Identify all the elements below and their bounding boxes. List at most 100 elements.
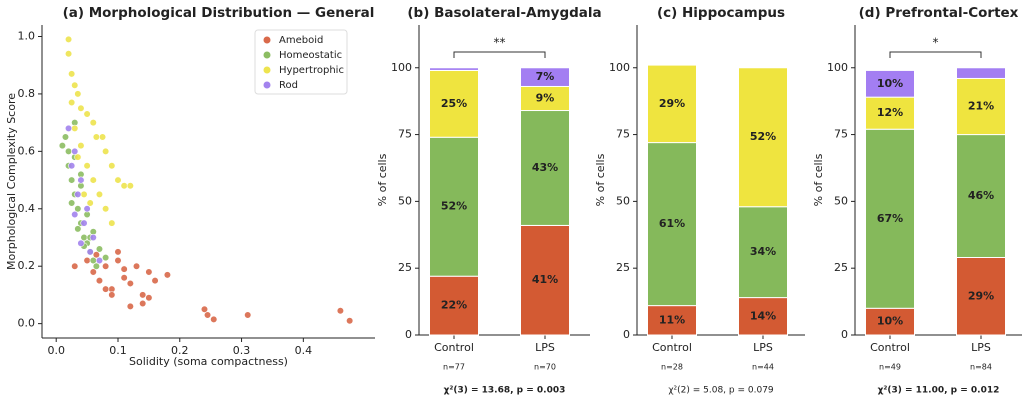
point [74, 190, 82, 199]
y-tick-label: 0 [623, 328, 630, 341]
y-axis-label: % of cells [812, 153, 825, 206]
value-label: 46% [968, 189, 994, 202]
significance-label: ** [494, 36, 506, 50]
significance-bracket [889, 51, 982, 58]
x-tick-label: 0.1 [109, 344, 127, 357]
point [86, 248, 94, 256]
significance-bracket [453, 51, 546, 58]
bar-segment [429, 67, 479, 71]
x-tick-label: LPS [535, 341, 555, 354]
point [89, 268, 97, 276]
point [114, 256, 122, 265]
point [71, 124, 79, 132]
x-tick-label: LPS [971, 341, 991, 354]
point [114, 248, 122, 256]
point [86, 199, 94, 207]
point [139, 291, 147, 299]
value-label: 21% [968, 100, 994, 113]
legend-label: Homeostatic [279, 50, 342, 61]
point [68, 199, 76, 207]
point [74, 90, 82, 98]
count-label: n=28 [661, 363, 683, 372]
legend-label: Ameboid [279, 35, 323, 46]
value-label: 52% [750, 130, 776, 143]
value-label: 7% [536, 70, 555, 83]
y-tick-label: 100 [827, 61, 848, 74]
point [64, 35, 73, 43]
y-axis-label: % of cells [594, 153, 607, 206]
value-label: 61% [659, 217, 685, 230]
point [244, 311, 252, 319]
point [71, 210, 79, 219]
y-tick-label: 0 [841, 328, 848, 341]
legend-label: Rod [279, 80, 298, 91]
point [108, 291, 116, 299]
point [120, 265, 128, 273]
point [102, 262, 110, 270]
point [102, 285, 110, 293]
point [68, 162, 76, 170]
y-axis-label: Morphological Complexity Score [5, 93, 18, 270]
point [120, 274, 128, 282]
y-tick-label: 0.6 [18, 144, 36, 157]
value-label: 10% [877, 77, 903, 90]
point [64, 124, 73, 132]
point [126, 182, 134, 190]
x-tick-label: 0.2 [171, 344, 189, 357]
y-tick-label: 0.4 [18, 202, 36, 215]
stat-label: χ²(3) = 13.68, p = 0.003 [444, 386, 566, 396]
bar-segment [520, 224, 570, 336]
x-axis-label: Solidity (soma compactness) [129, 355, 288, 368]
y-tick-label: 50 [398, 194, 412, 207]
point [64, 50, 73, 58]
point [139, 299, 147, 308]
point [200, 305, 209, 313]
bar-segment [647, 64, 697, 144]
count-label: n=44 [752, 363, 774, 372]
point [83, 256, 91, 265]
point [126, 302, 134, 311]
x-tick-label: LPS [753, 341, 773, 354]
point [114, 176, 122, 184]
point [89, 119, 97, 127]
x-tick-label: Control [652, 341, 692, 354]
point [210, 315, 218, 323]
value-label: 29% [659, 97, 685, 110]
point [92, 251, 100, 259]
x-tick-label: 0.4 [295, 344, 313, 357]
bar-segment [956, 257, 1006, 336]
point [108, 219, 116, 227]
value-label: 10% [877, 315, 903, 328]
value-label: 52% [441, 200, 467, 213]
point [77, 176, 85, 184]
y-tick-label: 100 [391, 61, 412, 74]
point [74, 225, 82, 233]
point [74, 153, 82, 161]
count-label: n=84 [970, 363, 992, 372]
bar-segment [429, 275, 479, 336]
value-label: 41% [532, 273, 558, 286]
legend-marker [263, 81, 271, 89]
chart-title: (b) Basolateral-Amygdala [407, 5, 601, 21]
point [102, 205, 110, 213]
point [64, 147, 73, 155]
bar-segment [738, 297, 788, 336]
point [80, 190, 88, 199]
bar-segment [956, 67, 1006, 79]
y-tick-label: 0.8 [18, 87, 36, 100]
point [83, 205, 91, 213]
point [71, 262, 79, 270]
bar-segment [647, 305, 697, 336]
legend-marker [263, 51, 271, 59]
bar-segment [520, 85, 570, 112]
y-tick-label: 50 [834, 194, 848, 207]
point [102, 253, 110, 262]
point [102, 147, 110, 155]
count-label: n=70 [534, 363, 556, 372]
legend-box [254, 29, 348, 95]
point [77, 142, 85, 150]
value-label: 14% [750, 309, 776, 322]
bar-segment [865, 69, 915, 98]
point [89, 233, 97, 242]
point [95, 276, 104, 285]
